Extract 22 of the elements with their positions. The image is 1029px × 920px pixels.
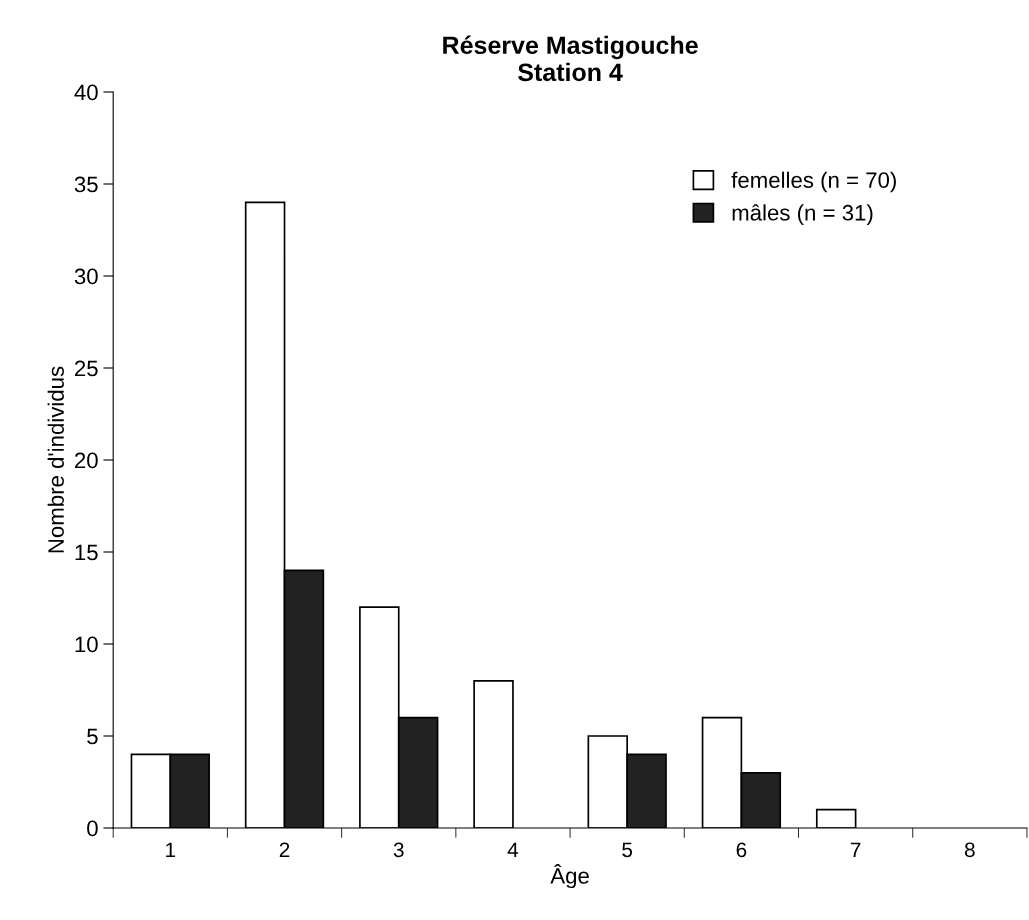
- y-tick-label: 0: [87, 820, 98, 837]
- x-tick-label: 7: [850, 842, 861, 857]
- y-tick-label: 35: [74, 176, 98, 193]
- y-tick-label: 40: [74, 84, 98, 101]
- chart-title: Réserve Mastigouche Station 4: [443, 35, 698, 82]
- x-tick-label: 4: [507, 842, 519, 857]
- y-tick-label: 30: [74, 268, 98, 285]
- y-tick-label: 15: [75, 544, 98, 561]
- y-tick-label: 5: [87, 728, 98, 745]
- x-tick-label: 1: [166, 842, 176, 857]
- y-tick-label: 10: [75, 636, 98, 653]
- x-tick-label: 3: [393, 842, 404, 858]
- x-tick-label: 2: [279, 842, 290, 857]
- x-tick-label: 8: [964, 842, 975, 858]
- y-axis-title: Nombre d'individus: [47, 366, 64, 553]
- y-tick-label: 20: [75, 452, 98, 469]
- legend-label: mâles (n = 31): [732, 204, 873, 225]
- x-axis-title: Âge: [550, 864, 589, 889]
- x-tick-label: 6: [736, 842, 747, 858]
- y-tick-label: 25: [75, 360, 98, 377]
- legend-label: femelles (n = 70): [731, 171, 896, 193]
- x-tick-label: 5: [622, 842, 633, 858]
